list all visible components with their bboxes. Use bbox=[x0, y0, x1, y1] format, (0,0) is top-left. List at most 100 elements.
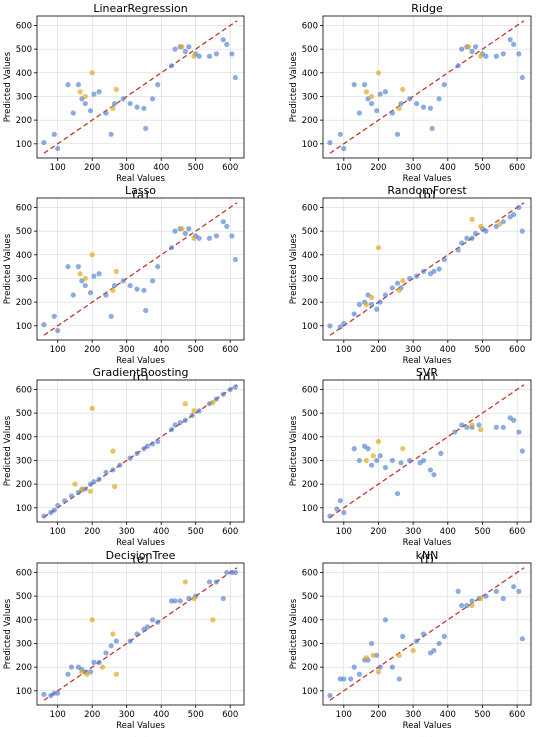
data-point bbox=[96, 271, 102, 277]
data-point bbox=[51, 507, 57, 513]
y-tick-label: 600 bbox=[302, 385, 318, 395]
data-point bbox=[177, 420, 183, 426]
data-point bbox=[356, 457, 362, 464]
y-tick-label: 300 bbox=[302, 456, 318, 466]
data-point bbox=[483, 53, 489, 59]
y-tick-label: 400 bbox=[302, 433, 318, 443]
data-point bbox=[232, 74, 238, 81]
data-point bbox=[155, 619, 161, 625]
x-tick-label: 100 bbox=[50, 345, 66, 355]
data-point bbox=[356, 110, 362, 116]
data-point bbox=[91, 479, 97, 485]
y-tick-label: 500 bbox=[16, 592, 32, 602]
data-point bbox=[224, 223, 230, 229]
data-point bbox=[389, 664, 395, 670]
data-point bbox=[127, 638, 133, 644]
plot-frame bbox=[322, 379, 532, 523]
y-tick-label: 200 bbox=[302, 298, 318, 308]
data-point bbox=[103, 469, 109, 475]
x-tick-label: 300 bbox=[405, 163, 421, 173]
panel-label: (f) bbox=[420, 552, 434, 566]
data-point bbox=[341, 676, 347, 682]
data-point bbox=[110, 467, 116, 473]
data-point bbox=[134, 104, 140, 110]
data-point-highlight bbox=[113, 671, 119, 677]
data-point-highlight bbox=[79, 669, 85, 675]
y-tick-label: 200 bbox=[16, 663, 32, 673]
data-point-highlight bbox=[478, 427, 484, 433]
data-point bbox=[374, 457, 380, 464]
data-point-highlight bbox=[478, 53, 484, 59]
data-point bbox=[469, 235, 475, 241]
plot-area bbox=[323, 563, 531, 705]
data-point-highlight bbox=[89, 405, 95, 411]
y-tick-label: 500 bbox=[302, 409, 318, 419]
chart-title: kNN bbox=[416, 549, 439, 562]
scatter-panel: 100 200 300 400 500 600 100 200 300 400 500 600 Lass… bbox=[3, 184, 245, 384]
plot-frame bbox=[322, 562, 532, 706]
data-point bbox=[196, 53, 202, 59]
data-point bbox=[407, 457, 413, 464]
x-tick-label: 100 bbox=[50, 163, 66, 173]
chart-title: LinearRegression bbox=[93, 2, 187, 15]
data-point bbox=[213, 579, 219, 585]
data-point bbox=[394, 280, 401, 286]
data-point-highlight bbox=[469, 422, 475, 428]
data-point bbox=[441, 633, 447, 639]
data-point bbox=[103, 292, 109, 298]
data-point bbox=[229, 233, 235, 239]
data-point bbox=[420, 457, 427, 464]
x-tick-label: 200 bbox=[84, 345, 100, 355]
data-point bbox=[337, 131, 343, 137]
data-point-highlight bbox=[179, 44, 185, 50]
y-axis-label: Predicted Values bbox=[289, 415, 299, 486]
ideal-fit-line bbox=[329, 567, 525, 701]
data-point bbox=[112, 282, 118, 289]
data-point bbox=[134, 450, 140, 456]
y-tick-label: 600 bbox=[16, 568, 32, 578]
data-point-highlight bbox=[191, 595, 197, 602]
x-axis-label: Real Values bbox=[116, 174, 165, 184]
x-tick-label: 300 bbox=[405, 345, 421, 355]
ideal-fit-line bbox=[43, 20, 238, 154]
data-point bbox=[220, 595, 226, 602]
data-point bbox=[87, 108, 94, 114]
data-point bbox=[431, 472, 437, 478]
y-tick-label: 300 bbox=[302, 92, 318, 102]
y-tick-label: 400 bbox=[16, 616, 32, 626]
x-tick-label: 600 bbox=[509, 163, 525, 173]
data-point bbox=[500, 424, 506, 430]
data-point bbox=[464, 235, 470, 241]
data-point bbox=[365, 446, 371, 452]
x-tick-label: 300 bbox=[405, 710, 421, 720]
x-tick-label: 200 bbox=[84, 710, 100, 720]
x-axis-label: Real Values bbox=[116, 356, 165, 366]
y-tick-label: 200 bbox=[302, 480, 318, 490]
data-point-highlight bbox=[89, 252, 95, 258]
data-point bbox=[143, 125, 149, 132]
data-point bbox=[134, 286, 140, 292]
data-point bbox=[127, 282, 133, 289]
y-tick-label: 100 bbox=[302, 140, 318, 150]
data-point bbox=[500, 595, 506, 602]
y-axis-label: Predicted Values bbox=[3, 51, 13, 122]
data-point bbox=[351, 664, 357, 670]
data-point bbox=[96, 476, 102, 482]
data-point bbox=[511, 41, 517, 48]
data-point-highlight bbox=[110, 287, 116, 293]
data-point bbox=[455, 247, 461, 253]
data-point bbox=[186, 226, 192, 232]
y-tick-label: 300 bbox=[16, 456, 32, 466]
data-point bbox=[368, 100, 375, 107]
data-point bbox=[96, 659, 102, 666]
data-point bbox=[420, 268, 427, 274]
x-tick-label: 500 bbox=[188, 710, 204, 720]
data-point bbox=[356, 301, 362, 308]
x-tick-label: 200 bbox=[370, 345, 386, 355]
y-tick-label: 600 bbox=[302, 21, 318, 31]
data-point-highlight bbox=[375, 70, 382, 76]
data-point bbox=[382, 464, 388, 471]
data-point bbox=[182, 48, 188, 55]
data-point bbox=[224, 41, 230, 48]
x-tick-label: 300 bbox=[405, 527, 421, 537]
